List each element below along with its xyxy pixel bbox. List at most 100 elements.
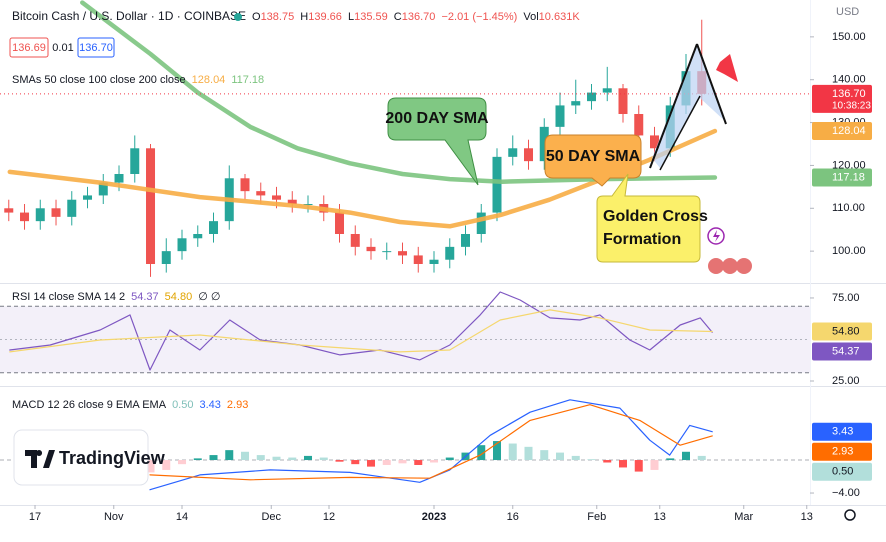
callout-50 [544,134,642,187]
legend-item: 2.93 [227,399,248,411]
x-tick-label: Mar [734,511,753,523]
histogram-bar [493,441,502,461]
ohlc-key: C [394,11,402,23]
logo-text: TradingView [59,448,166,468]
legend: MACD 12 26 close 9 EMA EMA 0.50 3.43 2.93 [12,399,248,411]
legend-item: 0.50 [172,399,193,411]
header: Bitcoin Cash / U.S. Dollar · 1D · COINBA… [9,6,859,58]
settings-icon[interactable] [844,509,856,521]
histogram-bar [508,443,517,461]
price-label-box [812,84,872,113]
volume-value: 10.631K [539,11,581,23]
histogram-bar [398,460,407,464]
price-label: 0.50 [812,462,872,481]
histogram-bar [241,451,250,461]
countdown: 10:38:23 [832,100,871,111]
logo-box[interactable] [13,429,149,486]
legend-item: 128.04 [192,74,226,86]
histogram-bar [225,450,234,461]
y-tick-label: 120.00 [832,159,866,171]
candle-body [335,212,345,234]
candle-body [350,234,360,247]
histogram-bar [178,460,187,465]
price-label-text: 54.80 [832,325,860,337]
x-tick-label: Nov [104,511,124,523]
candle-body [492,156,502,213]
candle-body [98,182,108,196]
histogram-bar [430,460,439,463]
settings[interactable] [844,509,856,521]
annotation-text: Formation [603,231,681,248]
candle-body [429,259,439,264]
price-label-box [812,121,872,140]
x-tick-label: 13 [801,511,813,523]
histogram-bar [351,460,360,465]
series-line [9,291,713,371]
candle-body [413,255,423,264]
histogram-bar [335,460,344,462]
y-tick-label: 75.00 [832,292,860,304]
legend-item: 54.37 [131,291,159,303]
candle-body [602,88,612,93]
candle-body [461,234,471,247]
histogram-bar [288,457,297,461]
histogram-bar [571,455,580,461]
callout-200 [387,97,487,186]
event-flag[interactable] [722,258,738,274]
legend-item: ∅ ∅ [198,291,220,303]
price-label: 128.04 [812,121,872,140]
annotation-text: 50 DAY SMA [546,148,641,165]
histogram-bar [146,460,155,473]
candle-body [382,251,392,253]
histogram-bar [272,456,281,461]
legend-item: 54.80 [165,291,193,303]
axes: 100.00110.00120.00130.00140.00150.0025.0… [0,0,886,523]
price-label-text: 3.43 [832,426,853,438]
histogram-bar [556,452,565,461]
ask-box[interactable] [77,37,115,58]
ask: 136.70 [79,42,113,54]
histogram-bar [319,457,328,461]
ohlc-value: 138.75 [261,11,295,23]
event-flag[interactable] [736,258,752,274]
x-tick-label: Feb [587,511,606,523]
price-label-text: 2.93 [832,446,853,458]
y-tick-label: −4.00 [832,487,860,499]
spread: 0.01 [52,42,73,54]
event-icon-bolt [713,230,720,242]
candle-body [398,251,408,256]
histogram-bar [162,460,171,470]
candle-body [524,148,534,162]
x-tick-label: 2023 [422,511,446,523]
candle-body [209,221,219,234]
annotations: 200 DAY SMA 50 DAY SMA Golden Cross Form… [385,43,752,274]
wedge-line [649,43,698,169]
price-label: 54.37 [812,342,872,361]
candle-body [114,174,124,183]
histogram-bar [697,455,706,461]
price-label-box [812,322,872,341]
x-tick-label: 13 [654,511,666,523]
legend-item: 3.43 [199,399,220,411]
ohlc-value: 139.66 [308,11,342,23]
bid: 136.69 [12,42,46,54]
histogram-bar [209,455,218,461]
histogram-bar [193,458,202,461]
price-label-text: 128.04 [832,125,866,137]
histogram-bar [367,460,376,467]
event-flag[interactable] [708,258,724,274]
candle-body [272,195,282,200]
change: −2.01 (−1.45%) [441,11,517,23]
candle-body [634,114,644,136]
wedge-line [696,43,727,125]
candle-body [4,208,14,213]
bid-box[interactable] [9,37,49,58]
series-line [9,309,713,353]
y-tick-label: 100.00 [832,245,866,257]
histogram-bar [382,460,391,465]
currency[interactable]: USD [836,6,859,18]
histogram-bar [587,459,596,461]
candle-body [256,191,266,196]
